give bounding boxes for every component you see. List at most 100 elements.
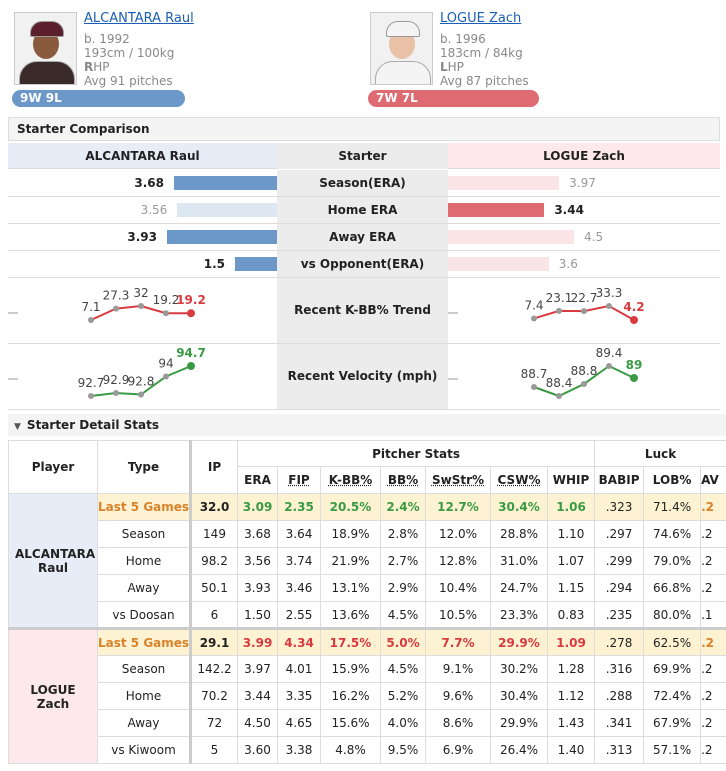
compare-bar [235, 257, 277, 271]
compare-value: 3.6 [558, 257, 578, 271]
stat-cell: 3.68 [237, 520, 278, 548]
trend-value: 7.4 [524, 298, 543, 312]
stat-cell: 142.2 [190, 655, 238, 683]
data-row: Away 72 4.50 4.65 15.6% 4.0% 8.6% 29.9% 1.43.341… [9, 709, 726, 737]
stat-cell: 2.8% [380, 520, 426, 548]
collapse-icon[interactable]: ▼ [14, 422, 21, 432]
compare-value: 3.56 [140, 203, 168, 217]
row-label: Season(ERA) [277, 170, 448, 196]
column-header: WHIP [546, 466, 596, 494]
trend-line [90, 365, 192, 397]
trend-point [531, 315, 537, 322]
stat-cell: 24.7% [490, 574, 548, 602]
trend-point [630, 374, 638, 382]
stat-cell: .2 [700, 736, 726, 764]
detail-table: Player Type IP Pitcher Stats Luck ERA FIP K-BB%… [8, 440, 726, 764]
trend-point [113, 305, 119, 312]
type-cell: Home [97, 547, 192, 575]
data-row: LOGUE Zach Last 5 Games 29.1 3.99 4.34 17.5% 5… [8, 628, 726, 764]
record-bar: 7W 7L [368, 90, 539, 107]
compare-bar [177, 203, 277, 217]
stat-cell: 1.10 [546, 520, 596, 548]
row-line [8, 223, 720, 224]
stat-cell: .278 [594, 628, 645, 656]
column-header-text: K-BB% [328, 473, 373, 487]
stat-cell: 29.9% [490, 628, 548, 656]
trend-point [138, 391, 144, 398]
data-row: Home 70.2 3.44 3.35 16.2% 5.2% 9.6% 30.4% 1.12.2… [9, 682, 726, 710]
photo-cap [386, 21, 420, 37]
trend-value: 19.2 [153, 293, 180, 307]
stat-cell: 149 [190, 520, 238, 548]
trend-point [113, 390, 119, 396]
stat-cell: 29.1 [190, 628, 238, 656]
trend-point [556, 307, 562, 314]
stat-cell: 18.9% [320, 520, 381, 548]
stat-cell: 2.35 [277, 493, 321, 521]
stat-cell: .2 [700, 709, 726, 737]
stat-cell: 50.1 [190, 574, 238, 602]
player-name[interactable]: LOGUE Zach [440, 11, 522, 26]
trend-value: 33.3 [596, 286, 623, 300]
stat-cell: 71.4% [643, 493, 702, 521]
trend-point [606, 363, 612, 369]
stat-cell: 3.64 [277, 520, 321, 548]
column-header: SwStr% [425, 466, 491, 494]
stat-cell: 3.74 [277, 547, 321, 575]
stat-cell: 72.4% [643, 682, 702, 710]
row-label: Away ERA [277, 224, 448, 250]
trend-point [187, 362, 195, 370]
column-header: AV [700, 466, 726, 494]
stat-cell: 4.65 [277, 709, 321, 737]
stat-cell: 9.1% [425, 655, 491, 683]
type-cell: Home [97, 682, 192, 710]
player-hand: RHP [84, 60, 110, 74]
photo-cap [30, 21, 64, 37]
stat-cell: 1.43 [546, 709, 596, 737]
stat-cell: 3.93 [237, 574, 278, 602]
stat-cell: 3.56 [237, 547, 278, 575]
stat-cell: 67.9% [643, 709, 702, 737]
trend-point [163, 310, 169, 317]
stat-cell: 28.8% [490, 520, 548, 548]
stat-cell: 1.40 [546, 736, 596, 764]
stat-cell: 30.4% [490, 493, 548, 521]
stat-cell: 2.4% [380, 493, 426, 521]
player-born: b. 1992 [84, 32, 130, 46]
stat-cell: .2 [700, 520, 726, 548]
compare-value: 3.68 [134, 176, 164, 190]
player-hand: LHP [440, 60, 464, 74]
stat-cell: 13.1% [320, 574, 381, 602]
header-left: ALCANTARA Raul [8, 143, 277, 169]
stat-cell: 13.6% [320, 601, 381, 629]
stat-cell: 3.60 [237, 736, 278, 764]
trend-value: 89.4 [596, 346, 623, 360]
trend-point [581, 381, 587, 387]
stat-cell: 62.5% [643, 628, 702, 656]
group-header: Pitcher Stats [236, 440, 596, 467]
stat-cell: 12.8% [425, 547, 491, 575]
trend-label: Recent Velocity (mph) [277, 344, 448, 409]
detail-wrap: Player Type IP Pitcher Stats Luck ERA FIP K-BB%… [8, 440, 726, 771]
trend-point [581, 308, 587, 315]
column-header-text: ERA [244, 473, 271, 487]
trend-value: 94 [158, 357, 173, 371]
stat-cell: 1.50 [237, 601, 278, 629]
stat-cell: 7.7% [425, 628, 491, 656]
player-name[interactable]: ALCANTARA Raul [84, 11, 194, 26]
stat-cell: 17.5% [320, 628, 381, 656]
column-header: IP [190, 440, 238, 494]
stat-cell: 12.7% [425, 493, 491, 521]
stat-cell: 2.9% [380, 574, 426, 602]
stat-cell: 66.8% [643, 574, 702, 602]
type-cell: Away [97, 709, 192, 737]
stat-cell: 4.34 [277, 628, 321, 656]
stat-cell: 1.12 [546, 682, 596, 710]
trend-value: 19.2 [176, 293, 206, 307]
trend-value: 92.8 [128, 375, 155, 389]
column-header: Player [8, 440, 98, 494]
trend-point [88, 317, 94, 323]
data-row: vs Kiwoom 5 3.60 3.38 4.8% 9.5% 6.9% 26.4% 1.40.… [9, 736, 726, 764]
player-photo [14, 12, 77, 85]
stat-cell: 9.5% [380, 736, 426, 764]
